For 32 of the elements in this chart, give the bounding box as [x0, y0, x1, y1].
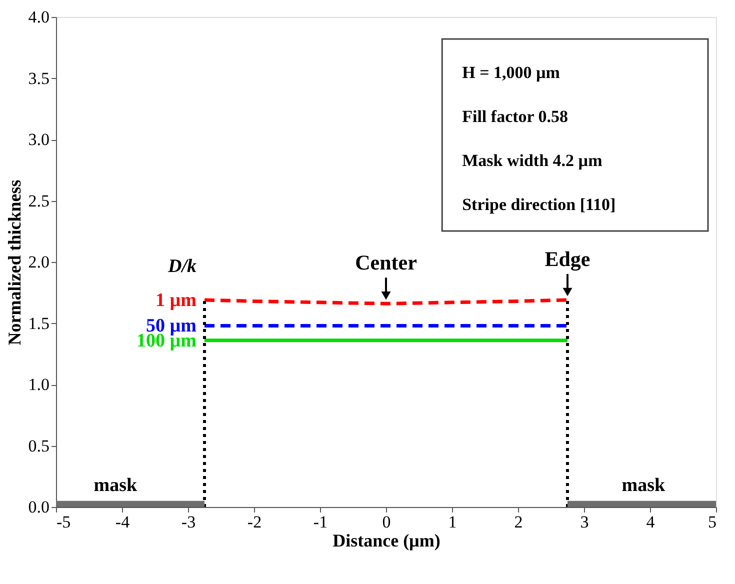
y-tick-label: 2.5 [28, 191, 50, 210]
x-tick-label: 3 [580, 512, 589, 532]
x-axis-title: Distance (µm) [332, 530, 440, 550]
x-tick-label: -1 [313, 512, 328, 532]
annotation: mask [622, 474, 666, 496]
y-axis-title: Normalized thickness [4, 180, 24, 346]
annotation: H = 1,000 µm [462, 63, 560, 82]
y-tick-label: 1.0 [28, 375, 50, 394]
x-tick-label: 5 [708, 512, 716, 532]
x-tick-label: 2 [514, 512, 523, 532]
annotation: Stripe direction [110] [462, 195, 616, 214]
x-tick-label: -4 [115, 512, 130, 532]
annotation: mask [94, 474, 138, 496]
annotation: Edge [544, 246, 590, 271]
y-tick-label: 1.5 [28, 314, 50, 333]
y-tick-label: 0.5 [28, 436, 50, 456]
legend-title: D/k [167, 256, 197, 277]
y-tick-label: 2.0 [28, 252, 50, 272]
x-tick-label: -3 [181, 512, 196, 532]
x-tick-label: -5 [56, 512, 71, 532]
annotation: Fill factor 0.58 [462, 107, 568, 126]
y-tick-label: 0.0 [28, 498, 50, 516]
y-tick-label: 3.0 [28, 130, 50, 149]
x-tick-label: 4 [646, 512, 656, 532]
x-tick-label: 1 [448, 512, 457, 532]
x-tick-label: 0 [382, 512, 391, 532]
x-tick-label: -2 [247, 512, 262, 532]
y-tick-label: 3.5 [28, 68, 50, 88]
annotation: Mask width 4.2 µm [462, 151, 602, 170]
y-tick-label: 4.0 [28, 8, 50, 26]
series-label: 1 µm [155, 290, 197, 311]
annotation: Center [355, 250, 417, 275]
